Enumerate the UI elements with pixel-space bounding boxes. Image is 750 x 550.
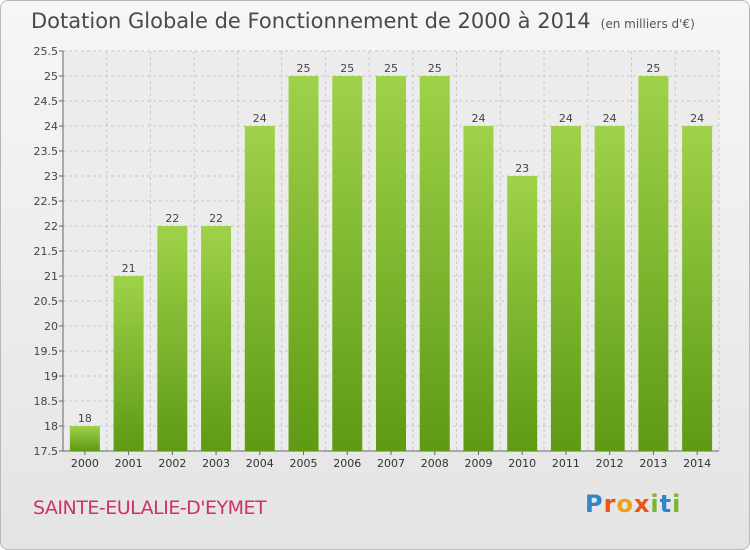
y-tick-label: 17.5 — [34, 445, 59, 458]
chart-subtitle: (en milliers d'€) — [600, 17, 695, 31]
bar-2012 — [594, 126, 625, 451]
y-tick-label: 21.5 — [34, 245, 59, 258]
y-tick-label: 23.5 — [34, 145, 59, 158]
x-tick-label: 2008 — [421, 457, 449, 470]
bar-2006 — [332, 76, 363, 451]
x-tick-label: 2006 — [333, 457, 361, 470]
bar-value-label: 24 — [471, 112, 485, 125]
x-tick-label: 2012 — [596, 457, 624, 470]
x-tick-label: 2003 — [202, 457, 230, 470]
y-tick-label: 25.5 — [34, 45, 59, 58]
y-tick-label: 18 — [44, 420, 58, 433]
bar-2005 — [288, 76, 319, 451]
y-tick-label: 19 — [44, 370, 58, 383]
bar-2000 — [69, 426, 100, 451]
bar-2009 — [463, 126, 494, 451]
bar-2010 — [507, 176, 538, 451]
bar-value-label: 18 — [78, 412, 92, 425]
x-tick-label: 2001 — [115, 457, 143, 470]
bar-2007 — [376, 76, 406, 451]
proxiti-logo[interactable]: Proxiti — [585, 490, 681, 518]
bar-2002 — [157, 226, 188, 451]
bar-2013 — [638, 76, 669, 451]
commune-name: SAINTE-EULALIE-D'EYMET — [33, 497, 267, 519]
logo-letter: i — [672, 490, 682, 518]
logo-letter: t — [659, 490, 673, 518]
bar-value-label: 24 — [690, 112, 704, 125]
x-tick-label: 2005 — [290, 457, 318, 470]
bars — [69, 76, 713, 451]
bar-value-label: 25 — [340, 62, 354, 75]
labels: 17.5 18 18.5 19 19.5 20 20.5 21 21.5 22 22.5 23 23.5… — [34, 45, 712, 470]
y-tick-label: 21 — [44, 270, 58, 283]
logo-letter: r — [603, 490, 617, 518]
y-tick-label: 24 — [44, 120, 58, 133]
y-tick-label: 22 — [44, 220, 58, 233]
y-tick-label: 18.5 — [34, 395, 59, 408]
bar-value-label: 23 — [515, 162, 529, 175]
bar-2014 — [682, 126, 713, 451]
x-tick-label: 2004 — [246, 457, 274, 470]
bar-2008 — [419, 76, 450, 451]
y-tick-label: 24.5 — [34, 95, 59, 108]
x-tick-label: 2014 — [683, 457, 711, 470]
y-tick-label: 20 — [44, 320, 58, 333]
x-tick-label: 2007 — [377, 457, 405, 470]
x-tick-label: 2011 — [552, 457, 580, 470]
y-tick-label: 23 — [44, 170, 58, 183]
bar-value-label: 24 — [603, 112, 617, 125]
x-tick-label: 2009 — [464, 457, 492, 470]
bar-value-label: 21 — [122, 262, 136, 275]
x-tick-label: 2010 — [508, 457, 536, 470]
bar-2011 — [550, 126, 581, 451]
bar-2004 — [244, 126, 275, 451]
logo-letter: x — [633, 490, 651, 518]
x-tick-label: 2002 — [158, 457, 186, 470]
bar-value-label: 25 — [384, 62, 398, 75]
bar-value-label: 25 — [646, 62, 660, 75]
chart-title-text: Dotation Globale de Fonctionnement de 20… — [31, 9, 591, 33]
y-tick-label: 25 — [44, 70, 58, 83]
bar-value-label: 24 — [253, 112, 267, 125]
bar-value-label: 24 — [559, 112, 573, 125]
logo-letter: i — [650, 490, 660, 518]
logo-letter: o — [616, 490, 634, 518]
y-tick-label: 22.5 — [34, 195, 59, 208]
chart-title: Dotation Globale de Fonctionnement de 20… — [31, 9, 695, 33]
logo-letter: P — [585, 490, 604, 518]
x-tick-label: 2013 — [639, 457, 667, 470]
bar-value-label: 22 — [165, 212, 179, 225]
y-tick-label: 20.5 — [34, 295, 59, 308]
bar-value-label: 22 — [209, 212, 223, 225]
bar-2001 — [113, 276, 144, 451]
y-tick-label: 19.5 — [34, 345, 59, 358]
x-tick-label: 2000 — [71, 457, 99, 470]
bar-value-label: 25 — [428, 62, 442, 75]
bar-2003 — [201, 226, 232, 451]
bar-value-label: 25 — [297, 62, 311, 75]
